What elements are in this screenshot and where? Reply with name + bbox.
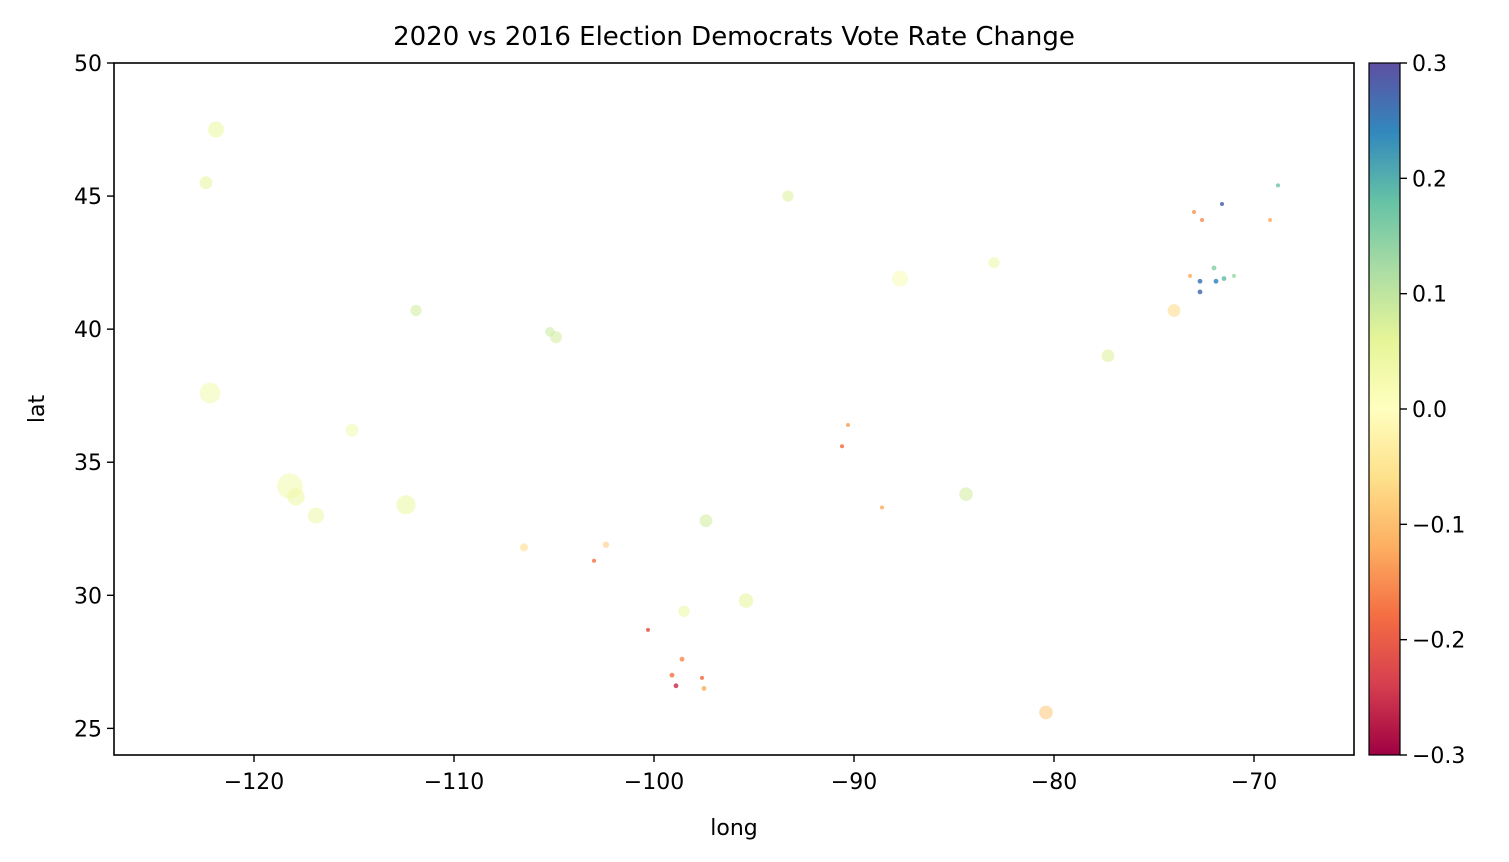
data-point xyxy=(1221,276,1227,281)
data-point xyxy=(673,683,679,689)
data-point xyxy=(1197,289,1203,295)
data-point xyxy=(699,514,713,528)
data-point xyxy=(1220,202,1224,207)
data-point xyxy=(592,558,596,563)
x-tick-label: −110 xyxy=(424,770,484,795)
data-point xyxy=(602,541,610,548)
x-tick-label: −100 xyxy=(624,770,684,795)
data-point xyxy=(199,382,221,404)
colorbar-tick-label: −0.2 xyxy=(1412,629,1465,654)
colorbar xyxy=(1368,62,1401,756)
colorbar-tick-label: −0.3 xyxy=(1412,744,1465,769)
y-tick-label: 45 xyxy=(74,185,102,210)
data-point xyxy=(410,304,422,317)
data-point xyxy=(678,605,690,617)
x-axis-label: long xyxy=(710,816,757,841)
data-point xyxy=(1211,265,1217,271)
x-tick-label: −80 xyxy=(1031,770,1077,795)
data-point xyxy=(1213,278,1219,284)
data-point xyxy=(782,190,794,202)
data-point xyxy=(1192,210,1196,215)
data-point xyxy=(701,686,707,691)
data-point xyxy=(199,176,213,190)
colorbar-tick-label: 0.0 xyxy=(1412,398,1447,423)
data-point xyxy=(738,593,754,608)
data-point xyxy=(646,627,650,632)
data-point xyxy=(1232,273,1236,278)
data-point xyxy=(892,270,908,287)
data-point xyxy=(287,488,305,506)
data-point xyxy=(679,656,685,662)
y-axis-label: lat xyxy=(25,395,50,424)
data-point xyxy=(846,422,850,427)
colorbar-tick-label: −0.1 xyxy=(1412,513,1465,538)
colorbar-tick-label: 0.3 xyxy=(1412,52,1447,77)
colorbar-ticks: −0.3 −0.2 −0.1 0.0 0.1 0.2 0.3 xyxy=(1400,52,1465,769)
y-tick-label: 35 xyxy=(74,451,102,476)
data-point xyxy=(988,257,1000,269)
data-point xyxy=(880,505,884,510)
x-axis-ticks: −120 −110 −100 −90 −80 −70 xyxy=(224,755,1277,795)
data-point xyxy=(1197,278,1203,284)
x-tick-label: −70 xyxy=(1231,770,1277,795)
y-tick-label: 40 xyxy=(74,318,102,343)
data-point xyxy=(959,487,973,501)
y-tick-label: 30 xyxy=(74,584,102,609)
data-point xyxy=(1200,218,1204,223)
x-tick-label: −90 xyxy=(831,770,877,795)
data-points xyxy=(199,121,1280,720)
data-point xyxy=(520,543,528,552)
colorbar-tick-label: 0.2 xyxy=(1412,167,1447,192)
colorbar-tick-label: 0.1 xyxy=(1412,283,1447,308)
data-point xyxy=(1167,304,1181,317)
y-tick-label: 25 xyxy=(74,717,102,742)
chart-title: 2020 vs 2016 Election Democrats Vote Rat… xyxy=(393,22,1075,52)
data-point xyxy=(345,423,359,437)
y-axis-ticks: 25 30 35 40 45 50 xyxy=(74,52,114,742)
y-tick-label: 50 xyxy=(74,52,102,77)
data-point xyxy=(840,444,844,449)
data-point xyxy=(669,672,675,678)
data-point xyxy=(1101,349,1115,363)
data-point xyxy=(208,121,224,138)
data-point xyxy=(1276,183,1280,188)
data-point xyxy=(545,327,555,337)
data-point xyxy=(1039,705,1053,720)
data-point xyxy=(1268,218,1272,223)
data-point xyxy=(1188,273,1192,278)
data-point xyxy=(396,495,416,515)
data-point xyxy=(700,675,704,680)
data-point xyxy=(308,507,324,524)
x-tick-label: −120 xyxy=(224,770,284,795)
plot-frame xyxy=(113,62,1355,756)
